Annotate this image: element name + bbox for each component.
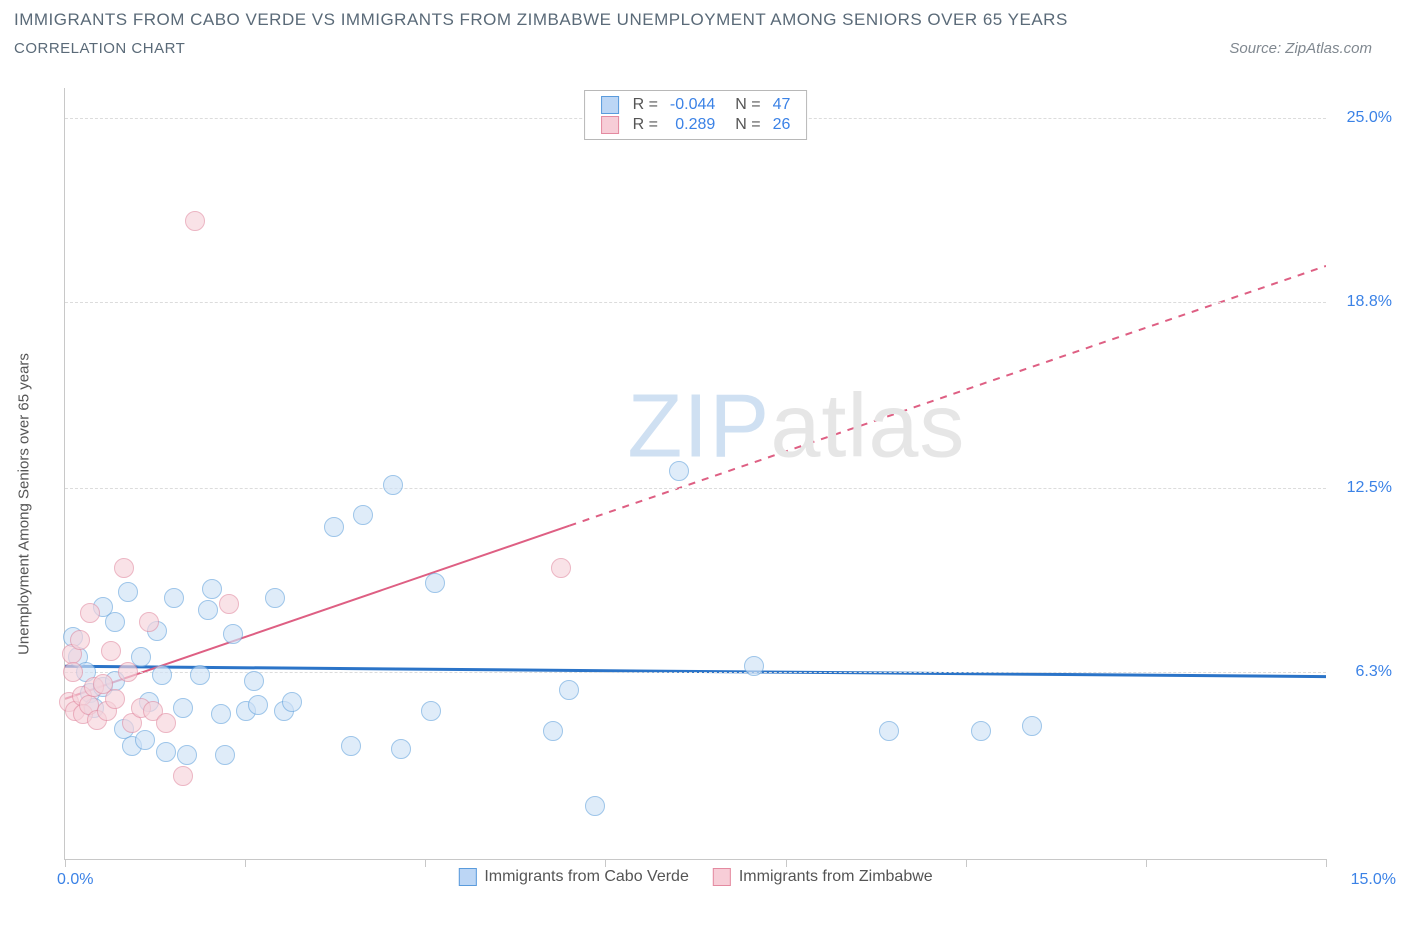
- y-gridline: [65, 488, 1326, 489]
- legend-series: Immigrants from Cabo Verde Immigrants fro…: [446, 868, 944, 891]
- plot-region: ZIPatlas R =-0.044N =47R =0.289N =26 Imm…: [64, 88, 1326, 860]
- x-axis-tick: [786, 859, 787, 867]
- scatter-point-cabo_verde: [421, 701, 441, 721]
- scatter-point-cabo_verde: [244, 671, 264, 691]
- chart-area: Unemployment Among Seniors over 65 years…: [0, 78, 1406, 930]
- scatter-point-cabo_verde: [744, 656, 764, 676]
- scatter-point-cabo_verde: [282, 692, 302, 712]
- scatter-point-cabo_verde: [202, 579, 222, 599]
- scatter-point-zimbabwe: [551, 558, 571, 578]
- scatter-point-cabo_verde: [425, 573, 445, 593]
- legend-swatch: [601, 96, 619, 114]
- scatter-point-cabo_verde: [669, 461, 689, 481]
- y-axis-title: Unemployment Among Seniors over 65 years: [16, 353, 33, 655]
- scatter-point-cabo_verde: [543, 721, 563, 741]
- y-axis-tick-label: 12.5%: [1332, 479, 1392, 497]
- scatter-point-cabo_verde: [971, 721, 991, 741]
- scatter-point-cabo_verde: [118, 582, 138, 602]
- scatter-point-zimbabwe: [114, 558, 134, 578]
- scatter-point-cabo_verde: [341, 736, 361, 756]
- scatter-point-zimbabwe: [118, 662, 138, 682]
- legend-n-value: 47: [767, 95, 797, 115]
- legend-correlation-row: R =0.289N =26: [595, 115, 797, 135]
- scatter-point-zimbabwe: [70, 630, 90, 650]
- scatter-point-cabo_verde: [324, 517, 344, 537]
- legend-series-label: Immigrants from Zimbabwe: [739, 868, 933, 886]
- scatter-point-zimbabwe: [156, 713, 176, 733]
- legend-series-item: Immigrants from Zimbabwe: [713, 868, 933, 886]
- chart-header: IMMIGRANTS FROM CABO VERDE VS IMMIGRANTS…: [0, 0, 1406, 61]
- legend-correlation-row: R =-0.044N =47: [595, 95, 797, 115]
- scatter-point-cabo_verde: [248, 695, 268, 715]
- scatter-point-cabo_verde: [173, 698, 193, 718]
- scatter-point-cabo_verde: [585, 796, 605, 816]
- scatter-point-cabo_verde: [105, 612, 125, 632]
- x-axis-tick: [605, 859, 606, 867]
- legend-swatch: [458, 868, 476, 886]
- y-axis-tick-label: 25.0%: [1332, 109, 1392, 127]
- x-axis-tick: [65, 859, 66, 867]
- scatter-point-cabo_verde: [215, 745, 235, 765]
- scatter-point-cabo_verde: [879, 721, 899, 741]
- scatter-point-cabo_verde: [198, 600, 218, 620]
- x-axis-tick: [1326, 859, 1327, 867]
- legend-n-label: N =: [721, 95, 766, 115]
- scatter-point-cabo_verde: [1022, 716, 1042, 736]
- scatter-point-zimbabwe: [80, 603, 100, 623]
- scatter-point-cabo_verde: [152, 665, 172, 685]
- x-axis-min-label: 0.0%: [57, 871, 93, 889]
- scatter-point-cabo_verde: [156, 742, 176, 762]
- legend-r-value: -0.044: [664, 95, 721, 115]
- legend-n-label: N =: [721, 115, 766, 135]
- x-axis-tick: [245, 859, 246, 867]
- legend-r-label: R =: [627, 115, 664, 135]
- y-gridline: [65, 302, 1326, 303]
- legend-r-value: 0.289: [664, 115, 721, 135]
- x-axis-max-label: 15.0%: [1336, 871, 1396, 889]
- x-axis-tick: [1146, 859, 1147, 867]
- source-label: Source: ZipAtlas.com: [1229, 40, 1372, 57]
- legend-n-value: 26: [767, 115, 797, 135]
- scatter-point-cabo_verde: [135, 730, 155, 750]
- scatter-point-cabo_verde: [211, 704, 231, 724]
- scatter-point-cabo_verde: [353, 505, 373, 525]
- legend-series-item: Immigrants from Cabo Verde: [458, 868, 689, 886]
- scatter-point-zimbabwe: [105, 689, 125, 709]
- scatter-point-zimbabwe: [173, 766, 193, 786]
- y-axis-tick-label: 6.3%: [1332, 663, 1392, 681]
- legend-r-label: R =: [627, 95, 664, 115]
- scatter-point-cabo_verde: [559, 680, 579, 700]
- scatter-point-zimbabwe: [185, 211, 205, 231]
- scatter-point-cabo_verde: [223, 624, 243, 644]
- scatter-point-cabo_verde: [265, 588, 285, 608]
- scatter-point-zimbabwe: [101, 641, 121, 661]
- chart-title-line2: CORRELATION CHART: [14, 40, 185, 57]
- legend-swatch: [601, 116, 619, 134]
- scatter-point-cabo_verde: [190, 665, 210, 685]
- scatter-point-zimbabwe: [139, 612, 159, 632]
- x-axis-tick: [966, 859, 967, 867]
- chart-title-line1: IMMIGRANTS FROM CABO VERDE VS IMMIGRANTS…: [14, 10, 1392, 30]
- scatter-point-cabo_verde: [164, 588, 184, 608]
- x-axis-tick: [425, 859, 426, 867]
- legend-correlation: R =-0.044N =47R =0.289N =26: [584, 90, 808, 140]
- legend-series-label: Immigrants from Cabo Verde: [484, 868, 689, 886]
- legend-swatch: [713, 868, 731, 886]
- scatter-point-cabo_verde: [383, 475, 403, 495]
- y-axis-tick-label: 18.8%: [1332, 293, 1392, 311]
- scatter-point-cabo_verde: [177, 745, 197, 765]
- scatter-point-cabo_verde: [391, 739, 411, 759]
- scatter-point-zimbabwe: [219, 594, 239, 614]
- scatter-point-zimbabwe: [63, 662, 83, 682]
